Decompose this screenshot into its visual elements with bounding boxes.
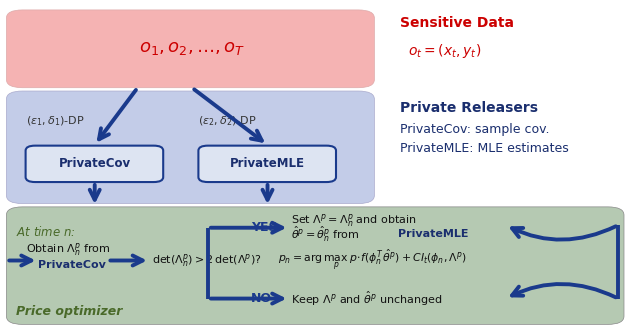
Text: Sensitive Data: Sensitive Data — [400, 16, 514, 30]
Text: YES: YES — [251, 221, 277, 234]
Text: $(\varepsilon_2, \delta_2)$-DP: $(\varepsilon_2, \delta_2)$-DP — [198, 114, 257, 128]
Text: $p_n = \arg\max_p\; p \cdot f(\phi_n^T\hat{\theta}^p) + CI_t(\phi_n, \Lambda^p)$: $p_n = \arg\max_p\; p \cdot f(\phi_n^T\h… — [278, 248, 467, 273]
Text: $o_1, o_2, \ldots, o_T$: $o_1, o_2, \ldots, o_T$ — [139, 39, 245, 57]
Text: PrivateMLE: PrivateMLE — [230, 157, 305, 170]
FancyBboxPatch shape — [198, 146, 336, 182]
Text: $\hat{\theta}^p = \hat{\theta}_n^p$ from: $\hat{\theta}^p = \hat{\theta}_n^p$ from — [291, 224, 361, 244]
FancyBboxPatch shape — [6, 10, 374, 88]
Text: PrivateMLE: MLE estimates: PrivateMLE: MLE estimates — [400, 142, 569, 156]
Text: NO: NO — [251, 292, 272, 305]
Text: $o_t = (x_t, y_t)$: $o_t = (x_t, y_t)$ — [408, 42, 481, 60]
Text: Private Releasers: Private Releasers — [400, 101, 538, 115]
Text: Set $\Lambda^p = \Lambda_n^p$ and obtain: Set $\Lambda^p = \Lambda_n^p$ and obtain — [291, 212, 417, 229]
Text: Keep $\Lambda^p$ and $\hat{\theta}^p$ unchanged: Keep $\Lambda^p$ and $\hat{\theta}^p$ un… — [291, 289, 443, 308]
Text: PrivateCov: sample cov.: PrivateCov: sample cov. — [400, 122, 550, 136]
FancyBboxPatch shape — [6, 91, 374, 204]
FancyBboxPatch shape — [6, 207, 624, 324]
Text: $(\varepsilon_1, \delta_1)$-DP: $(\varepsilon_1, \delta_1)$-DP — [26, 114, 84, 128]
Text: PrivateCov: PrivateCov — [38, 260, 106, 270]
Text: PrivateCov: PrivateCov — [59, 157, 131, 170]
Text: $\det(\Lambda_n^p) > 2\,\det(\Lambda^p)$?: $\det(\Lambda_n^p) > 2\,\det(\Lambda^p)$… — [152, 252, 262, 269]
FancyBboxPatch shape — [26, 146, 163, 182]
Text: At time $n$:: At time $n$: — [16, 225, 76, 239]
Text: Price optimizer: Price optimizer — [16, 305, 122, 318]
Text: Obtain $\Lambda_n^p$ from: Obtain $\Lambda_n^p$ from — [26, 241, 110, 259]
Text: PrivateMLE: PrivateMLE — [398, 229, 468, 239]
